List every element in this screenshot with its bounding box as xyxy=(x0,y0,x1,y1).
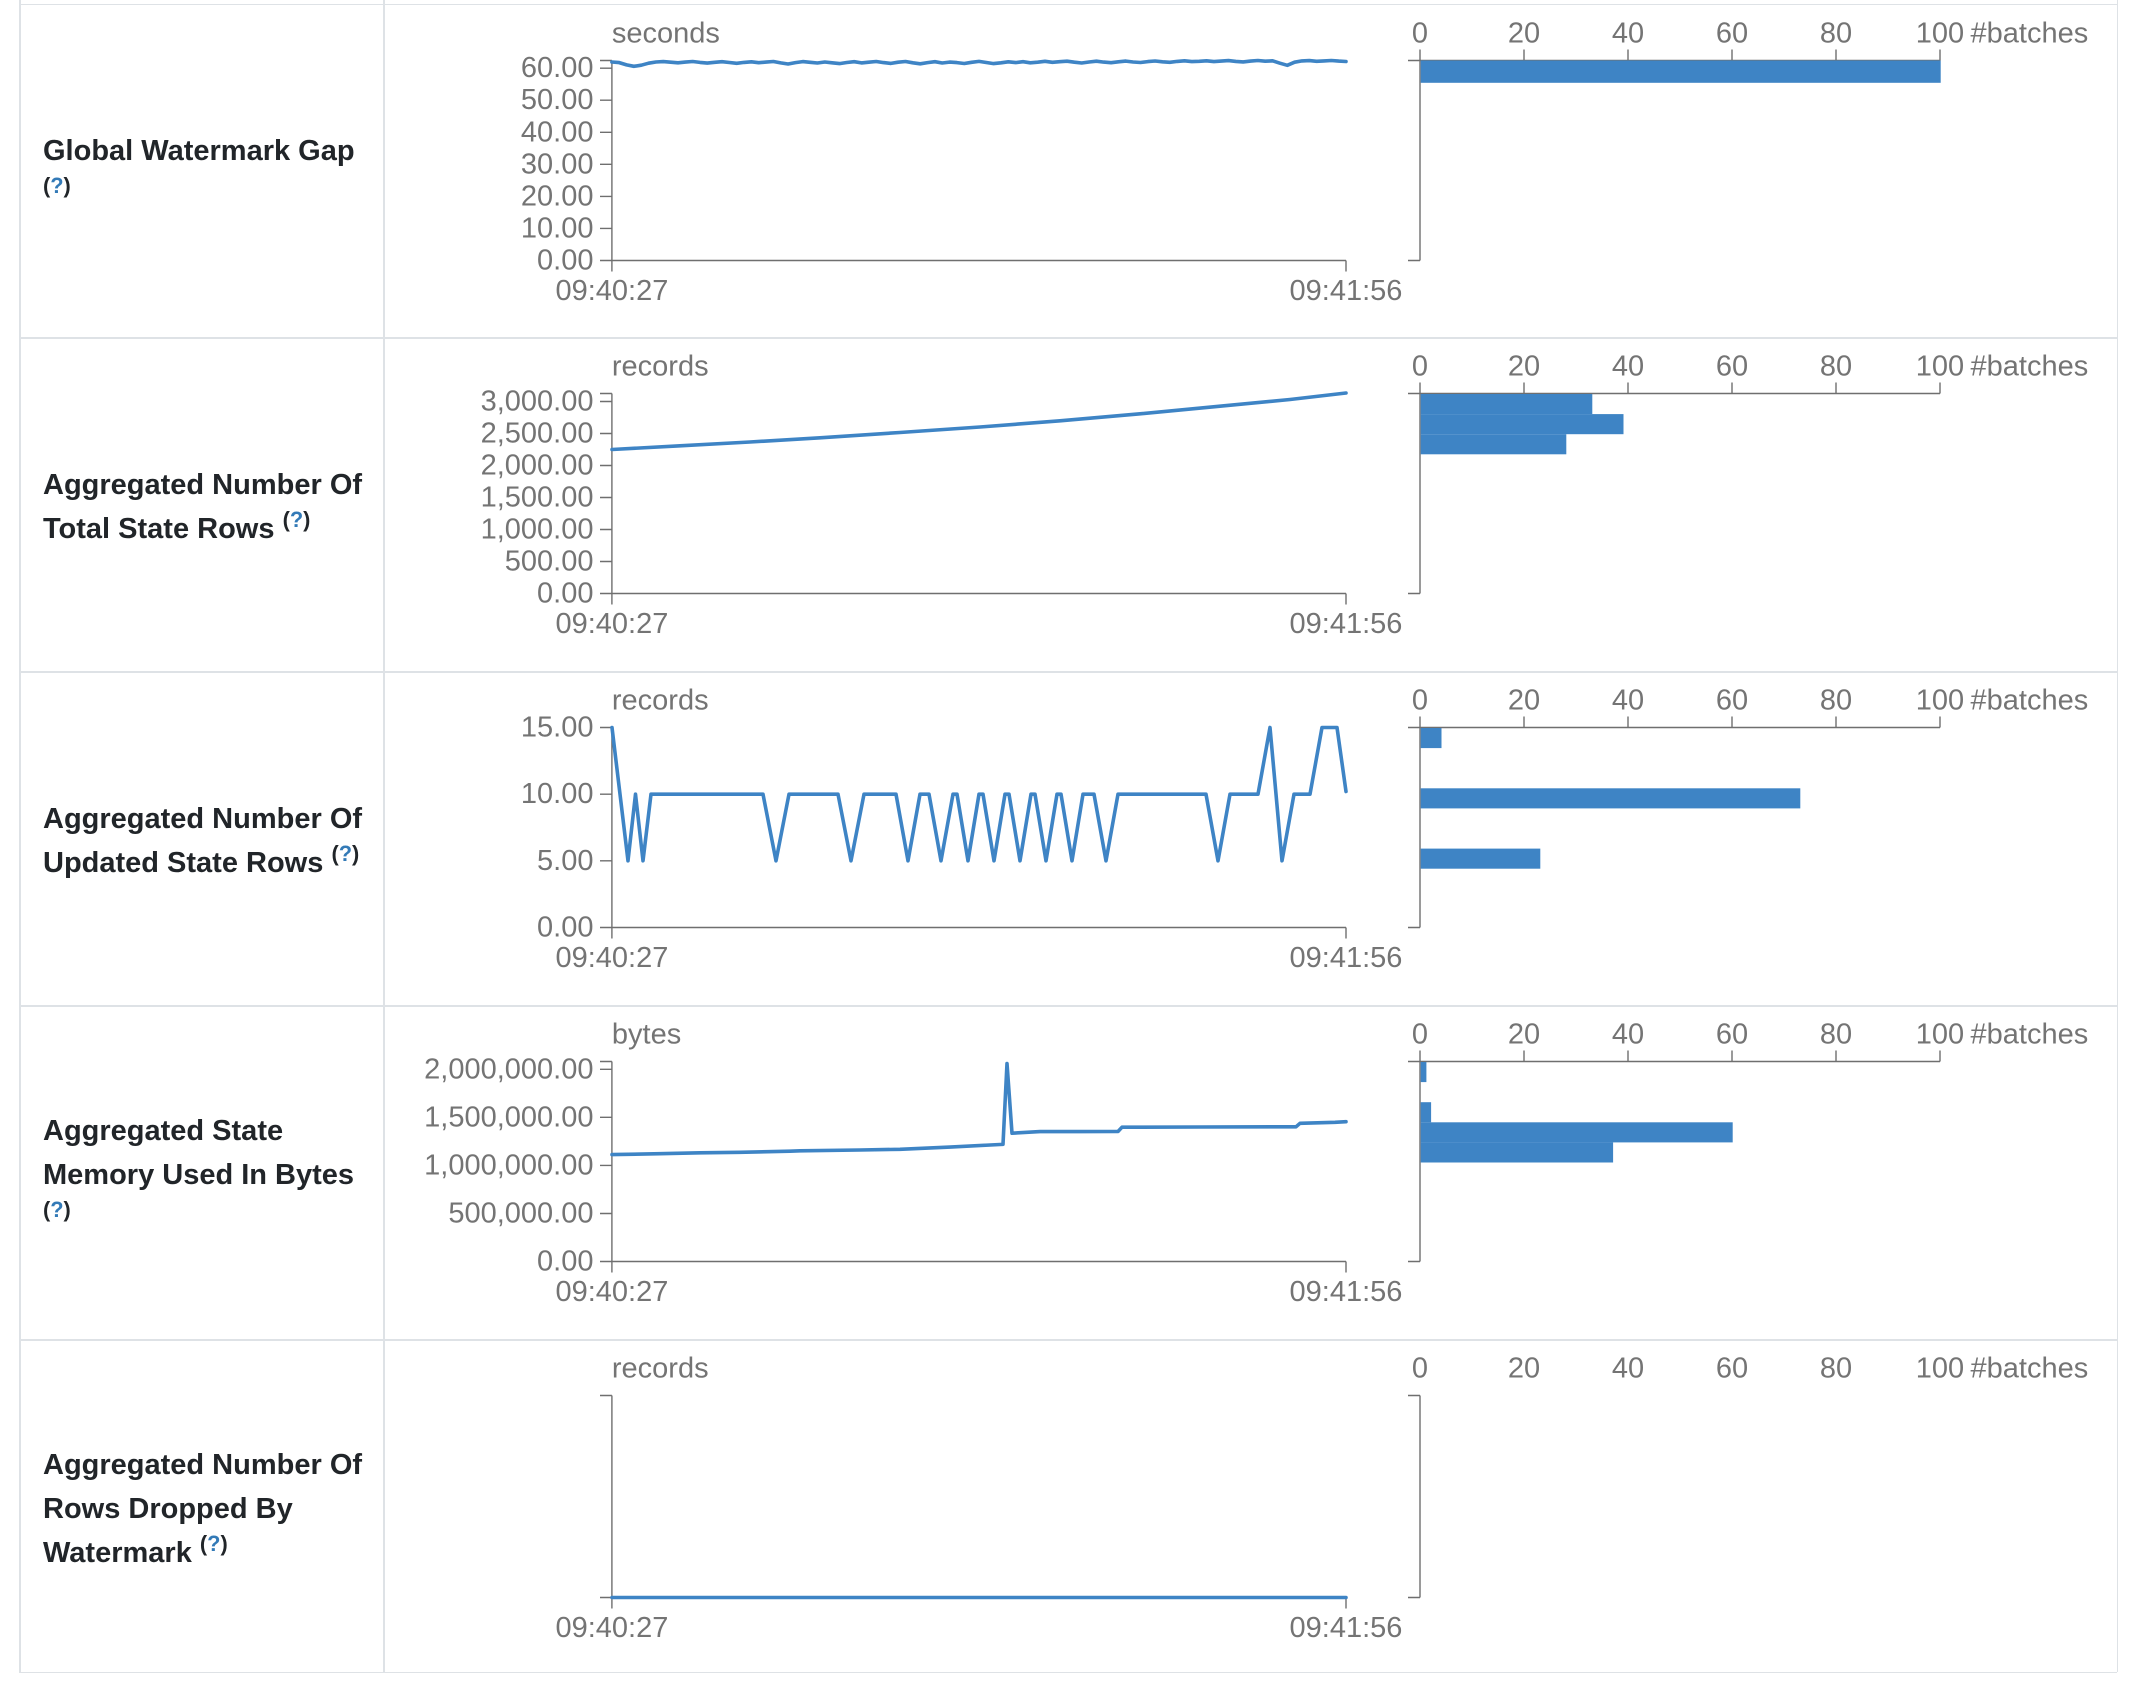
svg-text:40: 40 xyxy=(1612,18,1644,50)
svg-text:10.00: 10.00 xyxy=(521,778,594,810)
svg-text:500,000.00: 500,000.00 xyxy=(448,1198,593,1230)
svg-text:20: 20 xyxy=(1508,18,1540,50)
svg-text:#batches: #batches xyxy=(1971,18,2089,50)
svg-text:30.00: 30.00 xyxy=(521,148,594,180)
svg-text:09:40:27: 09:40:27 xyxy=(555,942,668,974)
svg-text:0.00: 0.00 xyxy=(537,578,593,610)
svg-text:0: 0 xyxy=(1412,351,1428,383)
svg-text:1,000.00: 1,000.00 xyxy=(481,514,594,546)
svg-text:40: 40 xyxy=(1612,351,1644,383)
svg-text:seconds: seconds xyxy=(612,18,720,50)
svg-text:0: 0 xyxy=(1412,1353,1428,1385)
svg-text:09:40:27: 09:40:27 xyxy=(555,1276,668,1308)
svg-text:0.00: 0.00 xyxy=(537,1246,593,1278)
svg-text:records: records xyxy=(612,351,709,383)
svg-text:0.00: 0.00 xyxy=(537,245,593,277)
svg-text:#batches: #batches xyxy=(1971,685,2089,717)
svg-text:records: records xyxy=(612,685,709,717)
svg-text:5.00: 5.00 xyxy=(537,845,593,877)
svg-text:2,500.00: 2,500.00 xyxy=(481,418,594,450)
svg-text:#batches: #batches xyxy=(1971,1019,2089,1051)
svg-text:09:40:27: 09:40:27 xyxy=(555,608,668,640)
svg-text:bytes: bytes xyxy=(612,1019,681,1051)
svg-text:20: 20 xyxy=(1508,1019,1540,1051)
svg-text:09:41:56: 09:41:56 xyxy=(1290,275,1403,307)
svg-text:80: 80 xyxy=(1820,18,1852,50)
svg-text:0: 0 xyxy=(1412,1019,1428,1051)
svg-text:60.00: 60.00 xyxy=(521,52,594,84)
svg-text:2,000.00: 2,000.00 xyxy=(481,450,594,482)
svg-text:0: 0 xyxy=(1412,685,1428,717)
svg-text:60: 60 xyxy=(1716,351,1748,383)
svg-text:60: 60 xyxy=(1716,1353,1748,1385)
svg-text:2,000,000.00: 2,000,000.00 xyxy=(424,1053,593,1085)
svg-text:100: 100 xyxy=(1916,1353,1964,1385)
svg-text:60: 60 xyxy=(1716,685,1748,717)
svg-text:60: 60 xyxy=(1716,1019,1748,1051)
svg-text:#batches: #batches xyxy=(1971,351,2089,383)
svg-text:100: 100 xyxy=(1916,351,1964,383)
svg-text:3,000.00: 3,000.00 xyxy=(481,386,594,418)
svg-text:20: 20 xyxy=(1508,351,1540,383)
svg-text:80: 80 xyxy=(1820,351,1852,383)
svg-text:records: records xyxy=(612,1353,709,1385)
svg-text:1,500.00: 1,500.00 xyxy=(481,482,594,514)
svg-text:20.00: 20.00 xyxy=(521,180,594,212)
svg-text:0: 0 xyxy=(1412,18,1428,50)
svg-text:09:41:56: 09:41:56 xyxy=(1290,942,1403,974)
svg-text:40: 40 xyxy=(1612,685,1644,717)
svg-text:09:40:27: 09:40:27 xyxy=(555,275,668,307)
svg-text:40.00: 40.00 xyxy=(521,116,594,148)
svg-text:#batches: #batches xyxy=(1971,1353,2089,1385)
svg-text:09:41:56: 09:41:56 xyxy=(1290,1612,1403,1644)
svg-text:15.00: 15.00 xyxy=(521,712,594,744)
svg-text:09:40:27: 09:40:27 xyxy=(555,1612,668,1644)
svg-text:09:41:56: 09:41:56 xyxy=(1290,608,1403,640)
svg-text:100: 100 xyxy=(1916,1019,1964,1051)
svg-text:500.00: 500.00 xyxy=(505,546,594,578)
svg-text:10.00: 10.00 xyxy=(521,212,594,244)
svg-text:60: 60 xyxy=(1716,18,1748,50)
svg-text:20: 20 xyxy=(1508,685,1540,717)
svg-text:20: 20 xyxy=(1508,1353,1540,1385)
svg-text:50.00: 50.00 xyxy=(521,84,594,116)
svg-text:0.00: 0.00 xyxy=(537,912,593,944)
svg-text:80: 80 xyxy=(1820,685,1852,717)
svg-text:1,000,000.00: 1,000,000.00 xyxy=(424,1149,593,1181)
svg-text:80: 80 xyxy=(1820,1019,1852,1051)
svg-text:40: 40 xyxy=(1612,1019,1644,1051)
svg-text:100: 100 xyxy=(1916,18,1964,50)
svg-text:80: 80 xyxy=(1820,1353,1852,1385)
svg-text:1,500,000.00: 1,500,000.00 xyxy=(424,1101,593,1133)
svg-text:100: 100 xyxy=(1916,685,1964,717)
svg-text:09:41:56: 09:41:56 xyxy=(1290,1276,1403,1308)
svg-text:40: 40 xyxy=(1612,1353,1644,1385)
